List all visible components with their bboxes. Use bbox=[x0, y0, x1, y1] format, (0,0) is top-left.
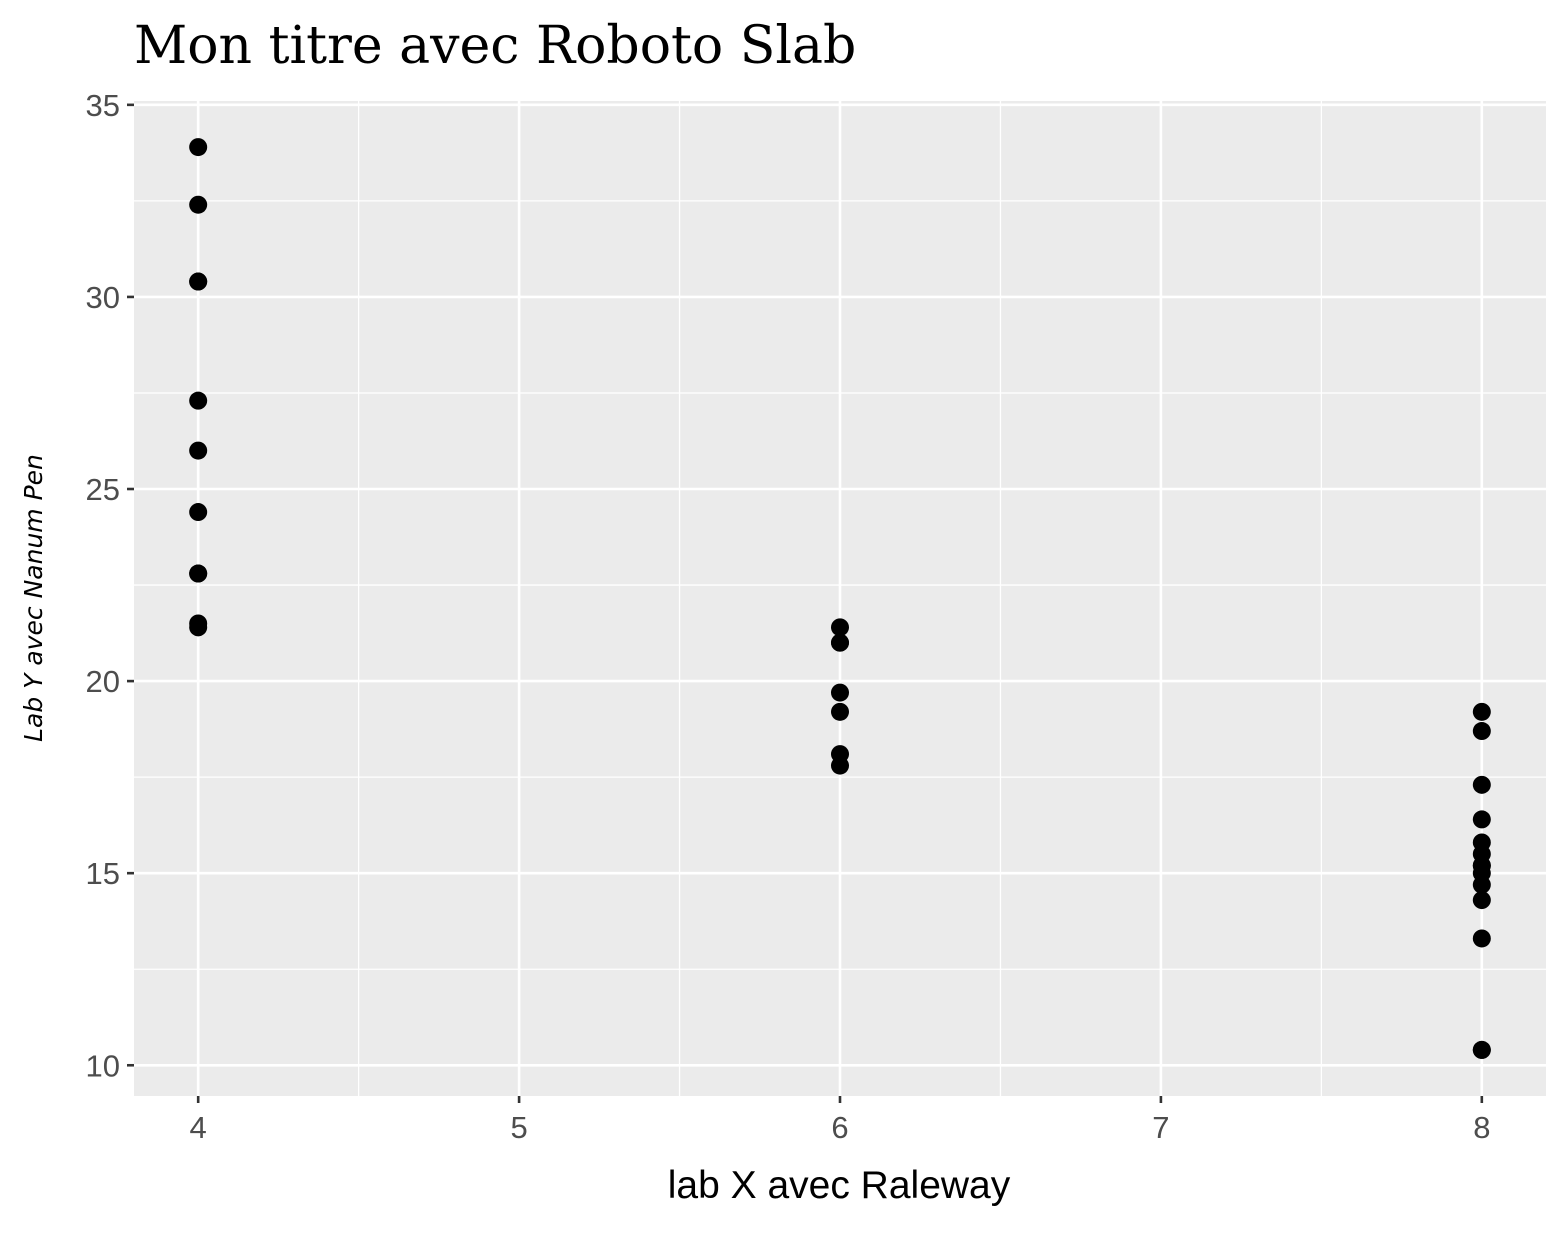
y-tick-label: 15 bbox=[86, 856, 120, 891]
x-axis-label: lab X avec Raleway bbox=[668, 1164, 1011, 1207]
data-point bbox=[1472, 1040, 1491, 1059]
x-tick-label: 7 bbox=[1152, 1110, 1169, 1145]
data-point bbox=[831, 683, 849, 702]
data-point bbox=[831, 633, 849, 652]
x-tick-label: 4 bbox=[190, 1110, 207, 1145]
data-point bbox=[189, 503, 208, 522]
data-point bbox=[189, 391, 208, 410]
major-gridlines bbox=[134, 101, 1546, 1096]
data-point bbox=[189, 138, 208, 157]
data-point bbox=[189, 618, 208, 637]
x-axis: 4 5 6 7 8 bbox=[190, 1096, 1490, 1145]
data-point bbox=[1472, 702, 1491, 721]
data-point bbox=[189, 272, 208, 291]
x-tick-label: 8 bbox=[1473, 1110, 1490, 1145]
data-point bbox=[1472, 891, 1491, 910]
data-point bbox=[189, 441, 208, 460]
data-point bbox=[1472, 775, 1491, 794]
data-point bbox=[1472, 722, 1491, 741]
x-tick-label: 5 bbox=[510, 1110, 527, 1145]
data-point bbox=[831, 618, 849, 637]
y-tick-label: 25 bbox=[86, 472, 120, 507]
y-tick-label: 10 bbox=[86, 1048, 120, 1083]
data-point bbox=[1472, 875, 1491, 894]
y-axis: 10 15 20 25 30 35 bbox=[86, 88, 134, 1083]
data-point bbox=[189, 195, 208, 214]
data-point bbox=[1472, 929, 1491, 948]
data-point bbox=[831, 702, 849, 721]
y-tick-label: 20 bbox=[86, 664, 120, 699]
data-point bbox=[1472, 810, 1491, 829]
y-tick-label: 30 bbox=[86, 280, 120, 315]
y-tick-label: 35 bbox=[86, 88, 120, 123]
chart-title: Mon titre avec Roboto Slab bbox=[134, 16, 856, 76]
data-point bbox=[189, 564, 208, 583]
x-tick-label: 6 bbox=[831, 1110, 848, 1145]
data-points bbox=[189, 138, 1491, 1059]
y-axis-label: Lab Y avec Nanum Pen bbox=[19, 454, 48, 742]
data-point bbox=[831, 756, 849, 775]
